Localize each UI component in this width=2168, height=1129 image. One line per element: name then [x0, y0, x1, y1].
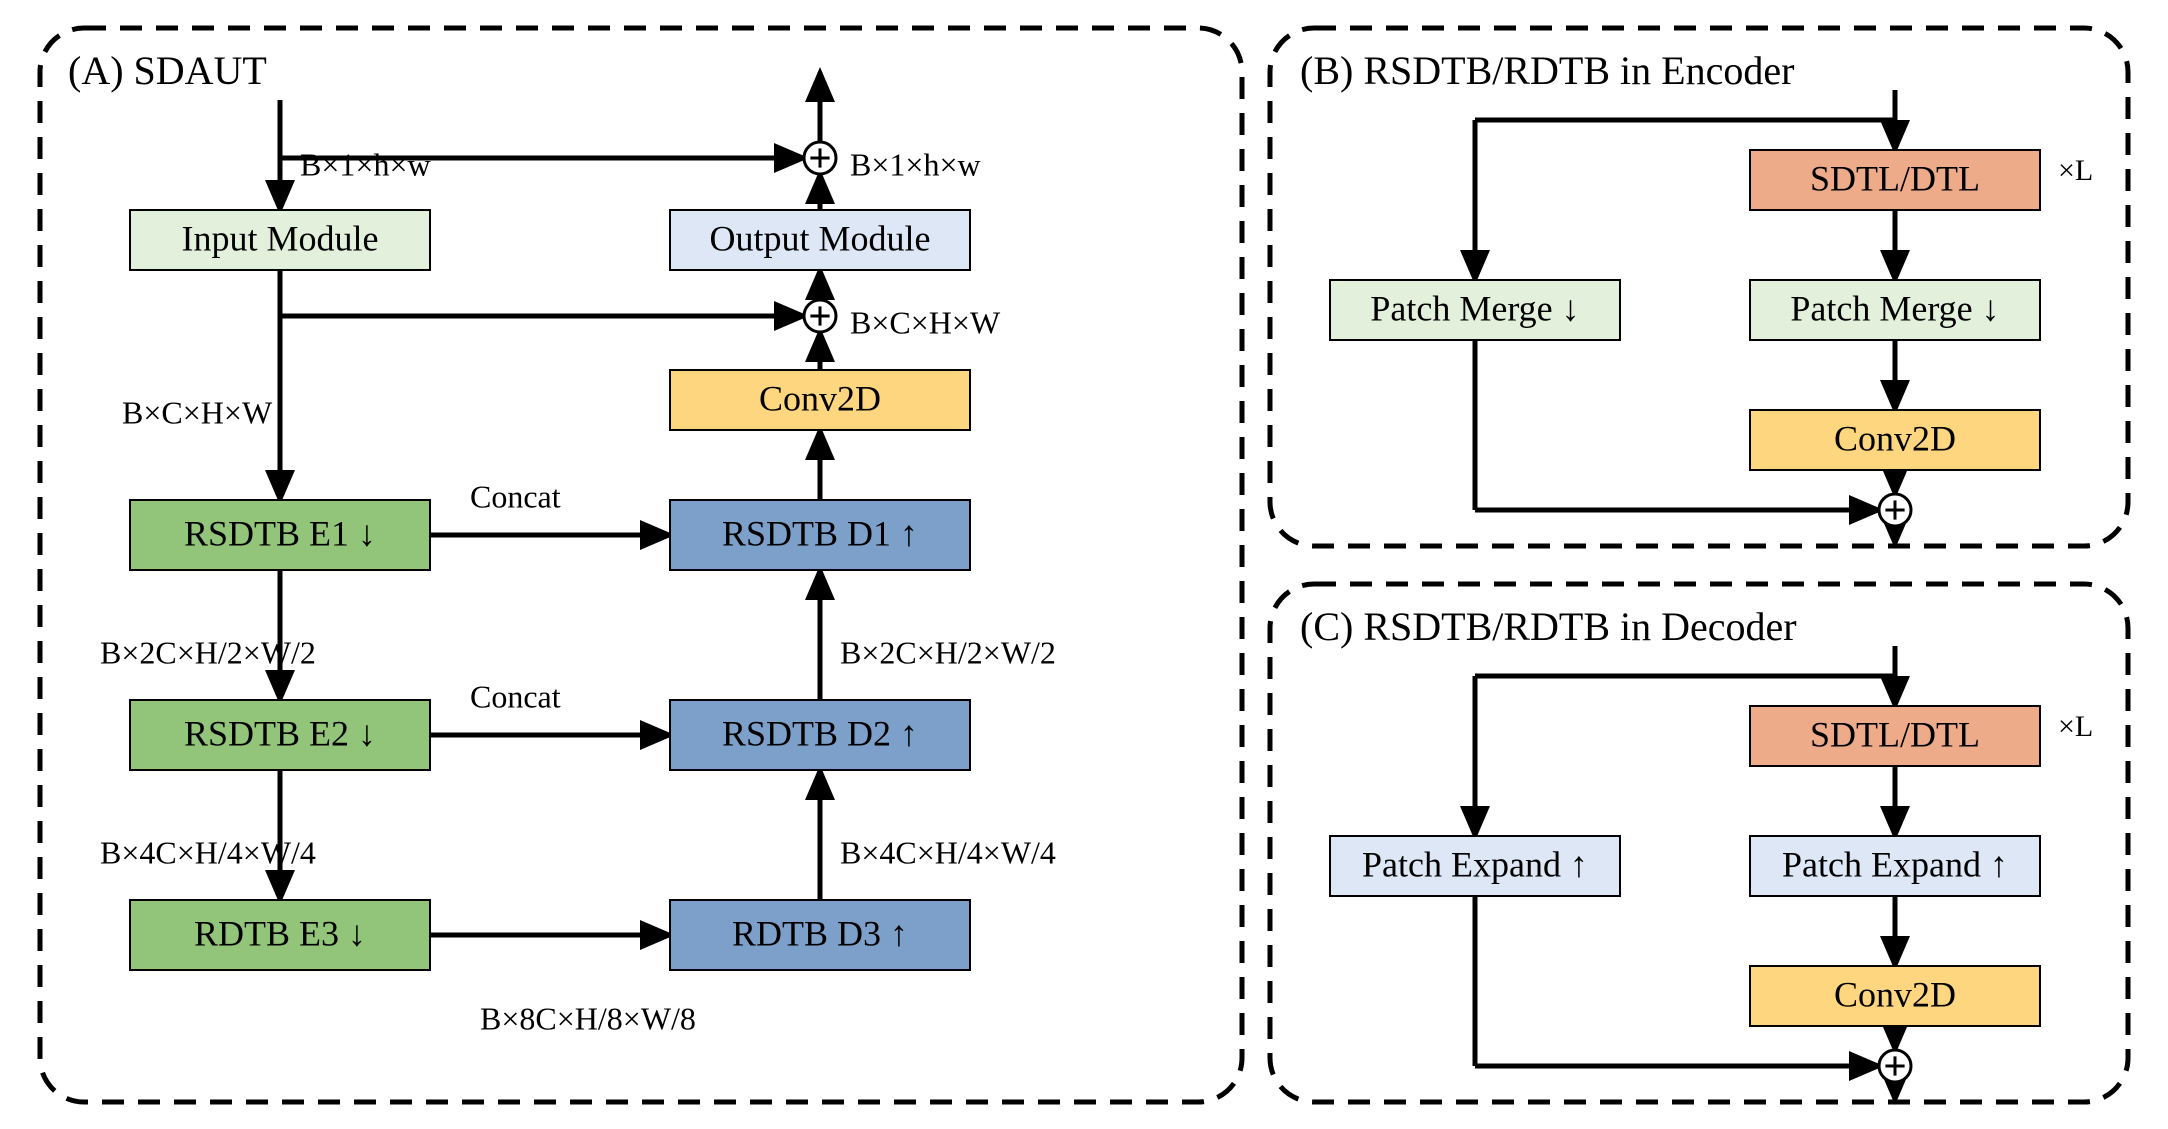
annotation-text: B×1×h×w [300, 146, 431, 182]
patch-left-c-label: Patch Expand ↑ [1362, 844, 1588, 884]
annotation-text: B×8C×H/8×W/8 [480, 1000, 696, 1036]
annotation-text: B×4C×H/4×W/4 [100, 834, 316, 870]
output-module-label: Output Module [710, 218, 931, 258]
xl-label-c: ×L [2058, 710, 2093, 743]
panel-a-title: (A) SDAUT [68, 48, 267, 93]
annotation-text: B×C×H×W [850, 304, 1001, 340]
encoder-e3-label: RDTB E3 ↓ [194, 913, 366, 953]
sdtl-b-label: SDTL/DTL [1810, 158, 1980, 198]
conv2d-c-label: Conv2D [1834, 974, 1956, 1014]
patch-right-b-label: Patch Merge ↓ [1790, 288, 1999, 328]
annotation-text: Concat [470, 678, 561, 714]
panel-b-title: (B) RSDTB/RDTB in Encoder [1300, 48, 1794, 93]
annotation-text: B×1×h×w [850, 146, 981, 182]
decoder-d1-label: RSDTB D1 ↑ [722, 513, 918, 553]
conv2d-a-label: Conv2D [759, 378, 881, 418]
input-module-label: Input Module [182, 218, 379, 258]
xl-label-b: ×L [2058, 154, 2093, 187]
annotation-text: B×2C×H/2×W/2 [840, 634, 1056, 670]
annotation-text: Concat [470, 478, 561, 514]
decoder-d2-label: RSDTB D2 ↑ [722, 713, 918, 753]
annotation-text: B×2C×H/2×W/2 [100, 634, 316, 670]
architecture-diagram: (A) SDAUT Input Module Output Module Conv2D… [0, 0, 2168, 1129]
patch-left-b-label: Patch Merge ↓ [1370, 288, 1579, 328]
conv2d-b-label: Conv2D [1834, 418, 1956, 458]
decoder-d3-label: RDTB D3 ↑ [732, 913, 908, 953]
sdtl-c-label: SDTL/DTL [1810, 714, 1980, 754]
annotation-text: B×4C×H/4×W/4 [840, 834, 1056, 870]
panel-c-title: (C) RSDTB/RDTB in Decoder [1300, 604, 1797, 649]
encoder-e2-label: RSDTB E2 ↓ [184, 713, 376, 753]
encoder-e1-label: RSDTB E1 ↓ [184, 513, 376, 553]
annotation-text: B×C×H×W [122, 394, 273, 430]
patch-right-c-label: Patch Expand ↑ [1782, 844, 2008, 884]
